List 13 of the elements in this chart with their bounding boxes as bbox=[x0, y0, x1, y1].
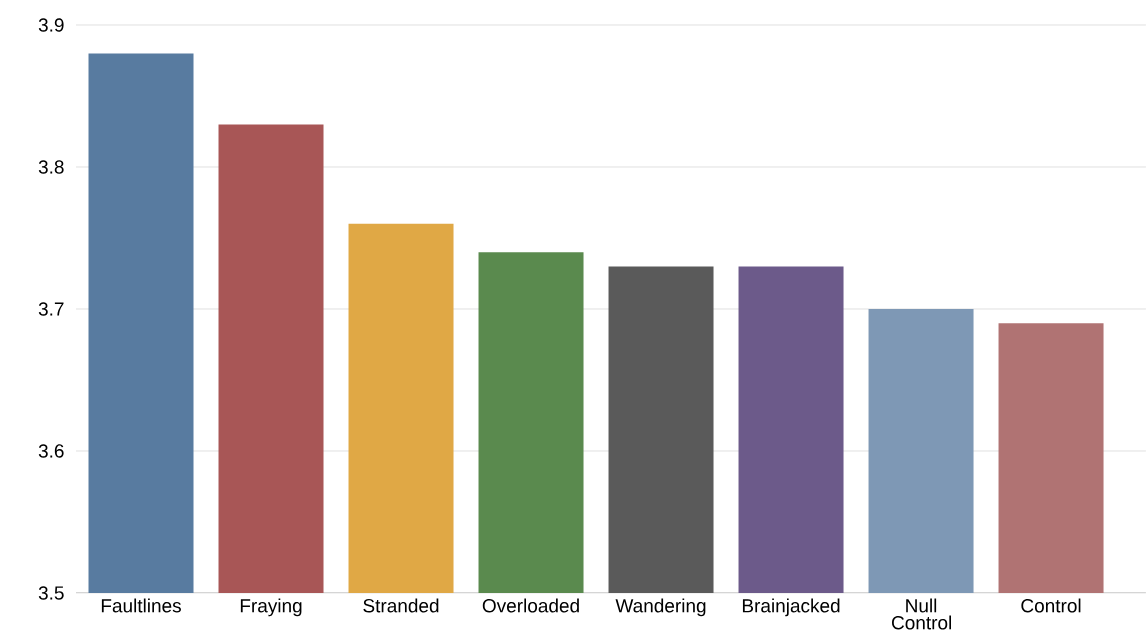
y-tick-label: 3.8 bbox=[38, 160, 64, 174]
x-tick-label: Fraying bbox=[240, 598, 302, 617]
x-tick-label: Stranded bbox=[363, 598, 439, 613]
y-tick-label: 3.9 bbox=[38, 18, 64, 32]
y-tick-label: 3.6 bbox=[38, 444, 64, 458]
x-tick-label: Control bbox=[1021, 598, 1081, 613]
y-tick-label: 3.5 bbox=[38, 586, 64, 600]
x-tick-label: Overloaded bbox=[482, 598, 579, 613]
x-tick-label: Brainjacked bbox=[742, 598, 840, 617]
y-tick-label: 3.7 bbox=[38, 302, 64, 316]
x-tick-label: Wandering bbox=[615, 598, 706, 617]
x-tick-label: Faultlines bbox=[101, 598, 181, 613]
x-tick-label: Null Control bbox=[891, 598, 951, 630]
